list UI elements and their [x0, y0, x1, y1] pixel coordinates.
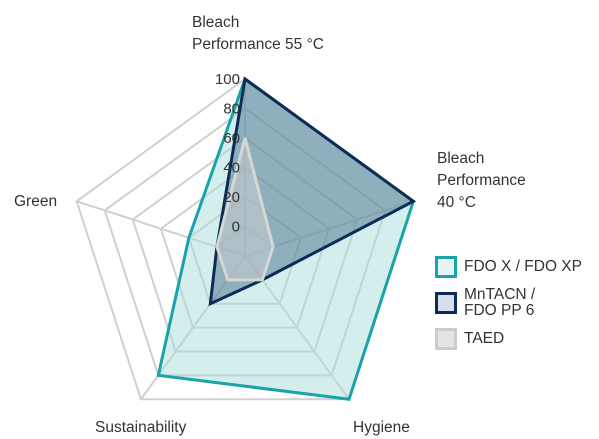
legend-label-mntacn: MnTACN / FDO PP 6	[464, 286, 536, 319]
legend-label-taed: TAED	[464, 330, 505, 347]
radar-series	[156, 76, 417, 401]
axis-label-hygiene: Hygiene	[353, 419, 410, 436]
legend: FDO X / FDO XP MnTACN / FDO PP 6 TAED	[435, 256, 582, 359]
legend-swatch-mntacn	[435, 292, 457, 314]
tick-label-40: 40	[223, 160, 240, 177]
axis-label-sustainability: Sustainability	[95, 419, 187, 436]
legend-swatch-fdo-x	[435, 256, 457, 278]
legend-item-fdo-x: FDO X / FDO XP	[435, 256, 582, 278]
axis-label-green: Green	[14, 193, 58, 210]
tick-label-20: 20	[223, 189, 240, 206]
axis-label-bleach-55: Bleach Performance 55 °C	[192, 14, 324, 53]
tick-label-80: 80	[223, 101, 240, 118]
radar-ticks: 0 20 40 60 80 100	[215, 71, 240, 236]
tick-label-0: 0	[232, 219, 240, 236]
legend-item-mntacn: MnTACN / FDO PP 6	[435, 287, 582, 319]
legend-item-taed: TAED	[435, 328, 582, 350]
legend-label-fdo-x: FDO X / FDO XP	[464, 258, 582, 275]
tick-label-60: 60	[223, 130, 240, 147]
series-polygon-2	[215, 137, 275, 282]
tick-label-100: 100	[215, 71, 240, 88]
legend-swatch-taed	[435, 328, 457, 350]
axis-label-bleach-40: Bleach Performance 40 °C	[437, 150, 526, 211]
